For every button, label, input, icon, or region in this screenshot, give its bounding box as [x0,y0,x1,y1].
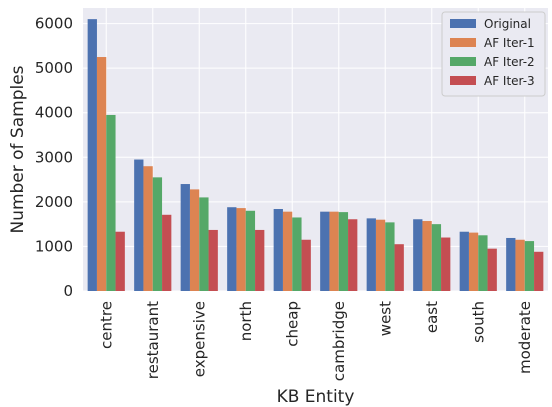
legend-swatch-original [450,19,476,28]
x-tick-label-south: south [469,301,487,343]
x-tick-label-cheap: cheap [283,301,301,347]
x-tick-label-centre: centre [97,301,115,349]
bar-original-west [367,218,376,291]
bar-af-iter-2-moderate [525,241,534,291]
legend-label-af-iter-1: AF Iter-1 [484,36,535,50]
x-axis-label: KB Entity [277,387,355,407]
y-tick-label: 2000 [35,193,73,211]
bar-af-iter-2-centre [106,115,115,291]
legend-swatch-af-iter-3 [450,76,476,85]
y-tick-label: 6000 [35,15,73,33]
bar-af-iter-3-east [441,238,450,291]
bar-original-restaurant [134,160,143,291]
y-axis-label: Number of Samples [8,65,28,233]
bar-original-centre [88,19,97,291]
bar-original-south [460,232,469,291]
bar-af-iter-1-east [422,221,431,291]
x-axis-ticks: centre restaurant expensive north cheap cambr… [97,301,534,381]
bar-af-iter-1-west [376,220,385,291]
legend-label-original: Original [484,17,531,31]
x-tick-label-east: east [423,301,441,333]
bar-af-iter-3-restaurant [162,215,171,291]
legend-swatch-af-iter-2 [450,57,476,66]
legend-label-af-iter-2: AF Iter-2 [484,55,535,69]
bar-af-iter-2-south [478,235,487,291]
bar-af-iter-1-centre [97,57,106,291]
bar-af-iter-3-north [255,230,264,291]
bar-af-iter-3-cheap [302,240,311,291]
x-tick-label-restaurant: restaurant [144,301,162,379]
bar-af-iter-2-west [385,222,394,291]
bar-af-iter-2-expensive [199,197,208,291]
bar-original-east [413,219,422,291]
y-tick-label: 0 [63,282,73,300]
bar-af-iter-1-cambridge [329,212,338,291]
bar-af-iter-1-south [469,233,478,291]
bar-af-iter-3-cambridge [348,219,357,291]
x-tick-label-north: north [237,301,255,341]
bar-original-cambridge [320,212,329,291]
legend-swatch-af-iter-1 [450,38,476,47]
legend: Original AF Iter-1 AF Iter-2 AF Iter-3 [442,12,545,96]
bar-original-cheap [274,209,283,291]
x-tick-label-cambridge: cambridge [330,301,348,381]
bar-af-iter-2-north [246,211,255,291]
bar-af-iter-1-moderate [515,240,524,291]
bar-af-iter-1-cheap [283,212,292,291]
y-tick-label: 4000 [35,104,73,122]
bar-af-iter-2-east [432,224,441,291]
x-tick-label-moderate: moderate [516,301,534,374]
legend-label-af-iter-3: AF Iter-3 [484,74,535,88]
x-tick-label-west: west [376,301,394,336]
bar-af-iter-2-cambridge [339,212,348,291]
bar-original-north [227,207,236,291]
bar-af-iter-1-expensive [190,189,199,291]
y-tick-label: 1000 [35,237,73,255]
bar-af-iter-3-moderate [534,252,543,291]
y-tick-label: 3000 [35,148,73,166]
bar-original-expensive [181,184,190,291]
bar-af-iter-2-restaurant [153,177,162,291]
y-tick-label: 5000 [35,59,73,77]
x-tick-label-expensive: expensive [190,301,208,377]
bar-af-iter-3-south [488,249,497,291]
bar-af-iter-1-north [236,208,245,291]
bar-original-moderate [506,238,515,291]
bar-af-iter-3-centre [116,232,125,291]
bar-af-iter-3-expensive [209,230,218,291]
bar-af-iter-3-west [395,244,404,291]
y-axis-ticks: 0 1000 2000 3000 4000 5000 6000 [35,15,73,300]
bar-af-iter-1-restaurant [143,166,152,291]
bar-af-iter-2-cheap [292,217,301,291]
